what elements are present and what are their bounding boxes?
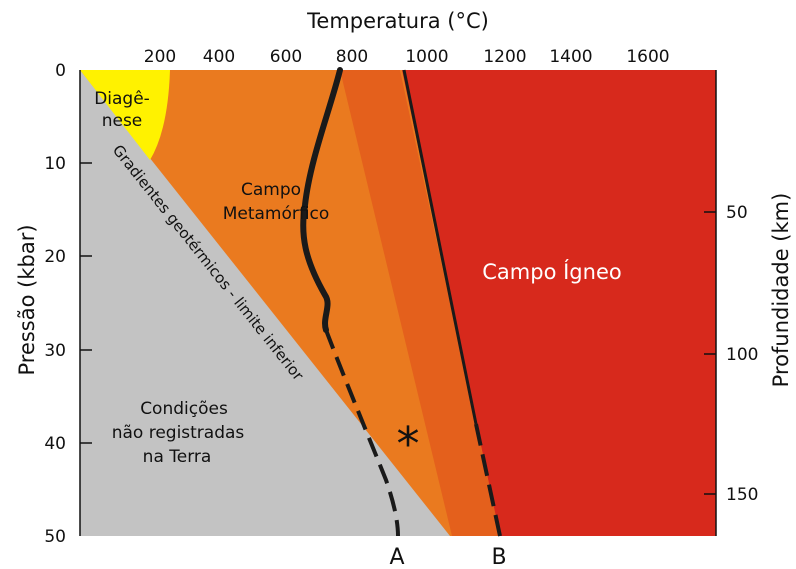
label-a: A	[389, 545, 404, 569]
curve-b-solid	[402, 69, 478, 425]
x-tick-label: 1000	[405, 47, 448, 67]
curve-b-dashed	[474, 423, 502, 537]
y-right-tick-label: 150	[726, 485, 758, 505]
x-tick-label: 800	[336, 47, 368, 67]
y-left-tick-label: 30	[44, 341, 66, 361]
label-unrecorded-2: não registradas	[112, 423, 245, 443]
star-marker: *	[397, 417, 420, 471]
region-igneous	[402, 70, 716, 536]
y-right-axis-title: Profundidade (km)	[769, 193, 793, 388]
curve-a-solid	[300, 67, 343, 333]
region-transition	[340, 70, 500, 536]
label-igneous: Campo Ígneo	[482, 259, 621, 284]
label-b: B	[491, 545, 506, 569]
y-left-tick-label: 10	[44, 154, 66, 174]
x-tick-label: 600	[270, 47, 302, 67]
y-left-tick-label: 40	[44, 434, 66, 454]
label-metamorphic-2: Metamórfico	[223, 204, 330, 224]
y-left-tick-label: 50	[44, 527, 66, 547]
x-tick-label: 400	[203, 47, 235, 67]
curve-a-dashed	[324, 329, 400, 537]
label-unrecorded-3: na Terra	[143, 447, 212, 467]
label-unrecorded-1: Condições	[140, 399, 228, 419]
x-tick-label: 1600	[626, 47, 669, 67]
label-diagenesis-2: nese	[102, 111, 143, 131]
x-tick-label: 200	[144, 47, 176, 67]
region-unrecorded	[80, 70, 450, 536]
y-left-tick-label: 20	[44, 247, 66, 267]
x-tick-label: 1200	[483, 47, 526, 67]
label-diagenesis-1: Diagê-	[94, 89, 150, 109]
x-axis-title: Temperatura (°C)	[306, 9, 489, 33]
label-metamorphic-1: Campo	[241, 180, 301, 200]
y-left-tick-label: 0	[55, 61, 66, 81]
y-left-ticks	[80, 162, 92, 444]
y-right-ticks	[704, 211, 716, 495]
y-right-tick-label: 100	[726, 345, 758, 365]
y-right-tick-label: 50	[726, 203, 748, 223]
y-left-axis-title: Pressão (kbar)	[15, 224, 39, 375]
x-tick-label: 1400	[549, 47, 592, 67]
region-diagenesis	[80, 70, 170, 160]
